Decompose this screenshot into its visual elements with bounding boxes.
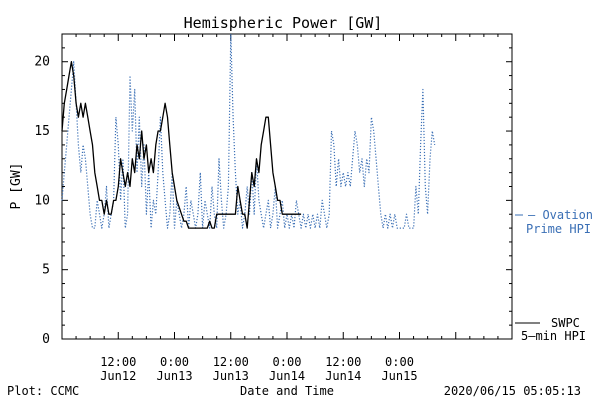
ovation-prime-hpi-line [61, 33, 436, 229]
x-axis: 12:00Jun120:00Jun1312:00Jun130:00Jun1412… [61, 34, 513, 383]
y-tick-label: 20 [34, 55, 50, 70]
y-tick-label: 0 [42, 332, 50, 347]
footer-x-label: Date and Time [240, 384, 334, 398]
legend-ovation-line1: — Ovation [528, 208, 593, 222]
y-tick-label: 15 [34, 124, 50, 139]
series-layer [61, 33, 436, 229]
footer-timestamp: 2020/06/15 05:05:13 [444, 384, 581, 398]
legend-ovation-line2: Prime HPI [526, 222, 591, 236]
x-tick-time-label: 0:00 [160, 355, 189, 369]
x-tick-date-label: Jun12 [100, 369, 136, 383]
legend-swpc-line2: 5—min HPI [521, 329, 586, 343]
legend-swpc-line1: SWPC [551, 316, 580, 330]
y-axis: 0 5 10 15 20 [34, 33, 512, 347]
chart-title: Hemispheric Power [GW] [184, 14, 383, 32]
y-tick-label: 10 [34, 193, 50, 208]
x-tick-time-label: 12:00 [213, 355, 249, 369]
y-tick-label: 5 [42, 263, 50, 278]
x-tick-time-label: 0:00 [385, 355, 414, 369]
x-tick-date-label: Jun14 [269, 369, 305, 383]
x-tick-time-label: 12:00 [100, 355, 136, 369]
x-tick-date-label: Jun13 [156, 369, 192, 383]
footer-plot-source: Plot: CCMC [7, 384, 79, 398]
x-tick-time-label: 0:00 [273, 355, 302, 369]
x-tick-date-label: Jun15 [381, 369, 417, 383]
x-tick-time-label: 12:00 [325, 355, 361, 369]
swpc-hpi-line [61, 61, 302, 229]
x-tick-date-label: Jun13 [213, 369, 249, 383]
y-axis-label: P [GW] [9, 163, 24, 210]
x-tick-date-label: Jun14 [325, 369, 361, 383]
